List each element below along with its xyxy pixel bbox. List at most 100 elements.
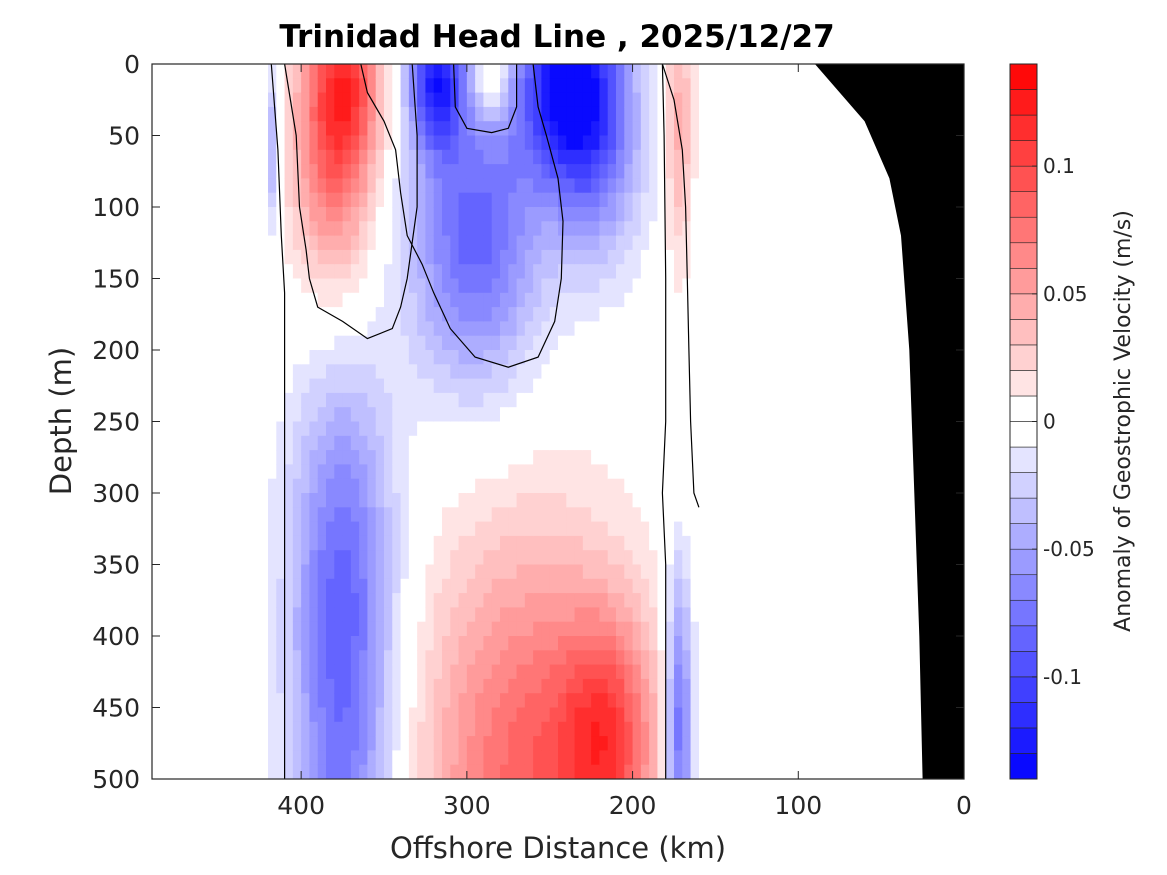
field-cell <box>566 593 576 608</box>
field-cell <box>566 535 576 551</box>
colorbar-label: Anomaly of Geostrophic Velocity (m/s) <box>1111 210 1136 632</box>
field-cell <box>400 407 410 423</box>
field-cell <box>574 350 584 365</box>
field-cell <box>524 350 534 365</box>
field-cell <box>632 435 642 451</box>
field-cell <box>317 335 327 351</box>
field-cell <box>491 78 501 94</box>
field-cell <box>682 464 692 480</box>
y-tick-label: 0 <box>124 50 140 79</box>
field-cell <box>483 321 493 337</box>
field-cell <box>292 535 302 551</box>
field-cell <box>350 521 360 537</box>
field-cell <box>350 535 360 551</box>
field-cell <box>334 464 344 480</box>
field-cell <box>317 636 327 651</box>
field-cell <box>640 164 650 179</box>
field-cell <box>574 192 584 208</box>
field-cell <box>624 450 634 465</box>
field-cell <box>301 707 311 723</box>
field-cell <box>408 264 418 280</box>
field-cell <box>400 578 410 594</box>
field-cell <box>491 350 501 365</box>
field-cell <box>292 593 302 608</box>
field-cell <box>466 435 476 451</box>
field-cell <box>417 664 427 680</box>
field-cell <box>301 92 311 108</box>
field-cell <box>292 64 302 79</box>
field-cell <box>466 135 476 151</box>
field-cell <box>649 278 659 294</box>
field-cell <box>624 578 634 594</box>
field-cell <box>433 378 443 394</box>
field-cell <box>566 221 576 237</box>
field-cell <box>624 707 634 723</box>
field-cell <box>301 650 311 666</box>
field-cell <box>367 121 377 137</box>
field-cell <box>367 593 377 608</box>
field-cell <box>309 92 319 108</box>
field-cell <box>334 335 344 351</box>
field-cell <box>533 392 543 408</box>
field-cell <box>367 164 377 179</box>
field-cell <box>334 207 344 222</box>
field-cell <box>483 149 493 165</box>
field-cell <box>657 564 667 580</box>
field-cell <box>599 121 609 137</box>
field-cell <box>276 607 286 623</box>
field-cell <box>491 92 501 108</box>
field-cell <box>367 678 377 694</box>
field-cell <box>334 121 344 137</box>
field-cell <box>350 621 360 637</box>
field-cell <box>425 392 435 408</box>
field-cell <box>433 636 443 651</box>
field-cell <box>292 335 302 351</box>
field-cell <box>458 736 468 751</box>
field-cell <box>558 621 567 637</box>
field-cell <box>301 435 311 451</box>
field-cell <box>450 493 460 508</box>
field-cell <box>690 621 699 637</box>
field-cell <box>491 192 501 208</box>
field-cell <box>682 721 692 737</box>
field-cell <box>359 721 369 737</box>
field-cell <box>276 121 286 137</box>
field-cell <box>433 421 443 437</box>
field-cell <box>342 450 352 465</box>
field-cell <box>657 678 667 694</box>
field-cell <box>367 149 377 165</box>
field-cell <box>508 221 518 237</box>
field-cell <box>466 92 476 108</box>
field-cell <box>649 235 659 251</box>
field-cell <box>284 578 294 594</box>
field-cell <box>616 621 625 637</box>
field-cell <box>284 106 294 122</box>
field-cell <box>599 178 609 194</box>
field-cell <box>375 178 385 194</box>
field-cell <box>558 321 567 337</box>
field-cell <box>284 721 294 737</box>
field-cell <box>607 564 617 580</box>
field-cell <box>375 307 385 322</box>
field-cell <box>674 707 683 723</box>
field-cell <box>591 378 601 394</box>
field-cell <box>616 636 625 651</box>
field-cell <box>408 149 418 165</box>
field-cell <box>657 535 667 551</box>
field-cell <box>425 521 435 537</box>
field-cell <box>682 450 692 465</box>
field-cell <box>317 678 327 694</box>
field-cell <box>384 750 393 766</box>
field-cell <box>458 78 468 94</box>
field-cell <box>475 593 485 608</box>
field-cell <box>400 249 410 265</box>
field-cell <box>533 707 543 723</box>
field-cell <box>483 249 493 265</box>
field-cell <box>433 235 443 251</box>
field-cell <box>632 407 642 423</box>
field-cell <box>582 364 592 380</box>
field-cell <box>458 464 468 480</box>
field-cell <box>649 450 659 465</box>
field-cell <box>433 607 443 623</box>
field-cell <box>408 707 418 723</box>
